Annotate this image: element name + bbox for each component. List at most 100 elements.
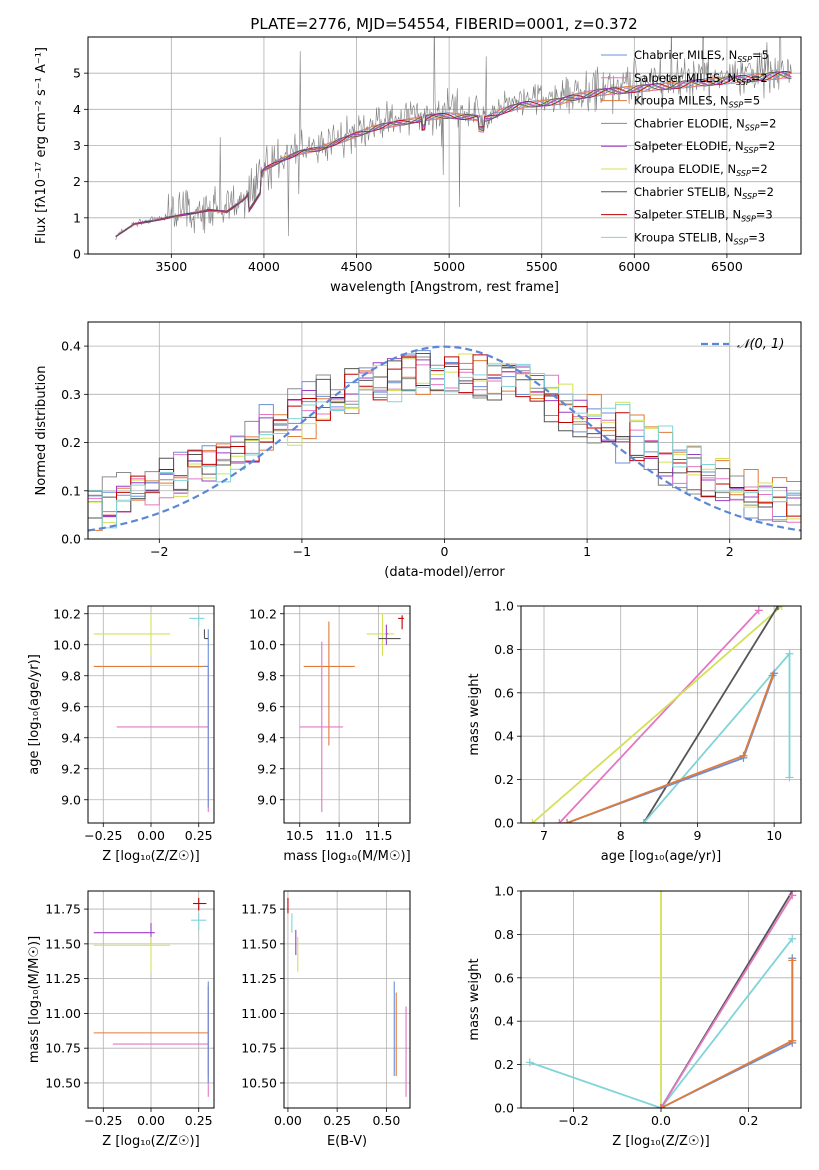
mass-vs-ebv-panel: 0.00 0.25 0.50 10.50 10.75 11.00 11.25 11.50 11.…	[241, 890, 411, 1149]
weight-line-chabrier-miles	[660, 958, 794, 1108]
y-tick-label: 10.0	[249, 637, 277, 652]
x-tick-label: 7	[540, 828, 548, 843]
plot-area	[287, 897, 407, 1097]
y-tick-label: 2	[73, 174, 81, 189]
legend-text: Kroupa ELODIE, N	[634, 162, 736, 176]
legend-gaussian-label: 𝒩(0, 1)	[737, 337, 784, 352]
y-tick-label: 10.0	[53, 637, 81, 652]
y-tick-label: 0.2	[61, 435, 81, 450]
y-axis-label: mass [log₁₀(M/M☉)]	[27, 936, 42, 1063]
legend-entry: Chabrier MILES, NSSP=5	[634, 48, 769, 64]
axes-frame	[283, 890, 411, 1109]
y-tick-label: 0.4	[494, 729, 514, 744]
axes-frame	[283, 605, 411, 824]
x-tick-label: 9	[693, 828, 701, 843]
x-tick-label: 0.2	[739, 1113, 759, 1128]
x-tick-label: 0.00	[274, 1113, 302, 1128]
y-axis-label: mass weight	[467, 673, 482, 755]
y-tick-label: 5	[73, 66, 81, 81]
x-tick-label: −0.2	[558, 1113, 588, 1128]
histogram-kroupa-stelib	[88, 363, 801, 529]
weight-marker	[788, 891, 797, 900]
x-tick-label: −2	[150, 544, 168, 559]
x-tick-label: 0	[441, 544, 449, 559]
y-axis-label: Flux [fλ10⁻¹⁷ erg cm⁻² s⁻¹ A⁻¹]	[34, 47, 49, 244]
weight-line-chabrier-miles	[566, 672, 776, 823]
weight-marker	[528, 819, 537, 823]
x-axis-label: age [log₁₀(age/yr)]	[601, 849, 722, 864]
weight-marker	[657, 891, 665, 895]
legend-text: Chabrier STELIB, N	[634, 185, 742, 199]
y-tick-label: 0.2	[494, 1057, 514, 1072]
weight-line-kroupa-elodie	[531, 606, 783, 823]
y-tick-label: 10.50	[241, 1075, 277, 1090]
weight-marker	[788, 956, 797, 965]
age-vs-mass-panel: 10.5 11.0 11.5 9.0 9.2 9.4 9.6 9.8 10.0 10.2 mass …	[249, 605, 411, 864]
legend-suffix: =2	[757, 185, 774, 199]
weight-marker	[788, 934, 797, 943]
y-tick-label: 9.6	[61, 699, 81, 714]
model-line-salpeter-elodie	[115, 71, 792, 238]
y-tick-label: 9.6	[257, 699, 277, 714]
x-tick-label: 0.25	[185, 1113, 213, 1128]
y-axis-label: age [log₁₀(age/yr)]	[27, 654, 42, 775]
y-tick-label: 11.50	[45, 936, 81, 951]
x-tick-label: 3500	[155, 259, 187, 274]
y-tick-label: 9.0	[61, 792, 81, 807]
weight-line-salpeter-miles	[558, 609, 760, 823]
y-tick-label: 0	[73, 247, 81, 262]
weight-vs-metallicity-panel: −0.2 0.0 0.2 0.0 0.2 0.4 0.6 0.8 1.0 Z [log₁₀(Z/Z…	[467, 884, 802, 1149]
weight-marker	[768, 671, 777, 680]
y-tick-label: 4	[73, 102, 81, 117]
legend-suffix: =5	[743, 94, 760, 108]
model-line-chabrier-stelib	[115, 72, 792, 237]
y-tick-label: 10.2	[249, 606, 277, 621]
legend-entry: Salpeter MILES, NSSP=2	[634, 71, 768, 87]
y-tick-label: 11.00	[45, 1006, 81, 1021]
y-tick-label: 9.8	[61, 668, 81, 683]
weight-marker	[555, 819, 564, 823]
y-axis-label: Normed distribution	[34, 366, 49, 496]
y-tick-label: 0.6	[494, 970, 514, 985]
legend-text: Salpeter ELODIE, N	[634, 139, 744, 153]
legend-subscript: SSP	[734, 237, 749, 246]
age-vs-metallicity-panel: −0.25 0.00 0.25 9.0 9.2 9.4 9.6 9.8 10.0 10.2 Z [l…	[27, 605, 215, 864]
x-tick-label: 10	[766, 828, 782, 843]
legend-subscript: SSP	[736, 169, 751, 178]
plot-area	[299, 613, 404, 813]
x-tick-label: 5500	[526, 259, 558, 274]
y-tick-label: 0.2	[494, 772, 514, 787]
plot-area	[115, 37, 792, 240]
x-axis-label: wavelength [Angstrom, rest frame]	[330, 280, 559, 295]
y-tick-label: 1.0	[494, 884, 514, 899]
weight-marker	[777, 606, 786, 610]
x-tick-label: 5000	[433, 259, 465, 274]
x-tick-label: 11.0	[325, 828, 353, 843]
gaussian-curve	[88, 345, 801, 532]
y-tick-label: 0.4	[494, 1014, 514, 1029]
weight-marker	[773, 606, 782, 610]
legend-text: Salpeter MILES, N	[634, 71, 736, 85]
y-tick-label: 0.6	[494, 685, 514, 700]
legend-entry: Salpeter STELIB, NSSP=3	[634, 208, 773, 224]
data-spectrum-line	[115, 37, 792, 240]
y-tick-label: 9.8	[257, 668, 277, 683]
x-axis-label: mass [log₁₀(M/M☉)]	[283, 849, 410, 864]
y-tick-label: 0.1	[61, 483, 81, 498]
legend-subscript: SSP	[742, 192, 757, 201]
plot-area	[93, 613, 209, 813]
y-tick-label: 0.0	[61, 532, 81, 547]
legend-text: Kroupa MILES, N	[634, 94, 729, 108]
histogram-salpeter-stelib	[88, 354, 801, 517]
y-tick-label: 11.00	[241, 1006, 277, 1021]
y-tick-label: 9.4	[61, 730, 81, 745]
x-tick-label: 10.5	[286, 828, 314, 843]
weight-line-kroupa-miles	[566, 675, 774, 823]
weight-marker	[739, 751, 748, 760]
figure-title: PLATE=2776, MJD=54554, FIBERID=0001, z=0…	[250, 15, 637, 33]
x-axis-label: E(B-V)	[327, 1134, 367, 1149]
plot-area	[93, 897, 209, 1097]
y-tick-label: 10.50	[45, 1075, 81, 1090]
legend-subscript: SSP	[736, 78, 751, 87]
